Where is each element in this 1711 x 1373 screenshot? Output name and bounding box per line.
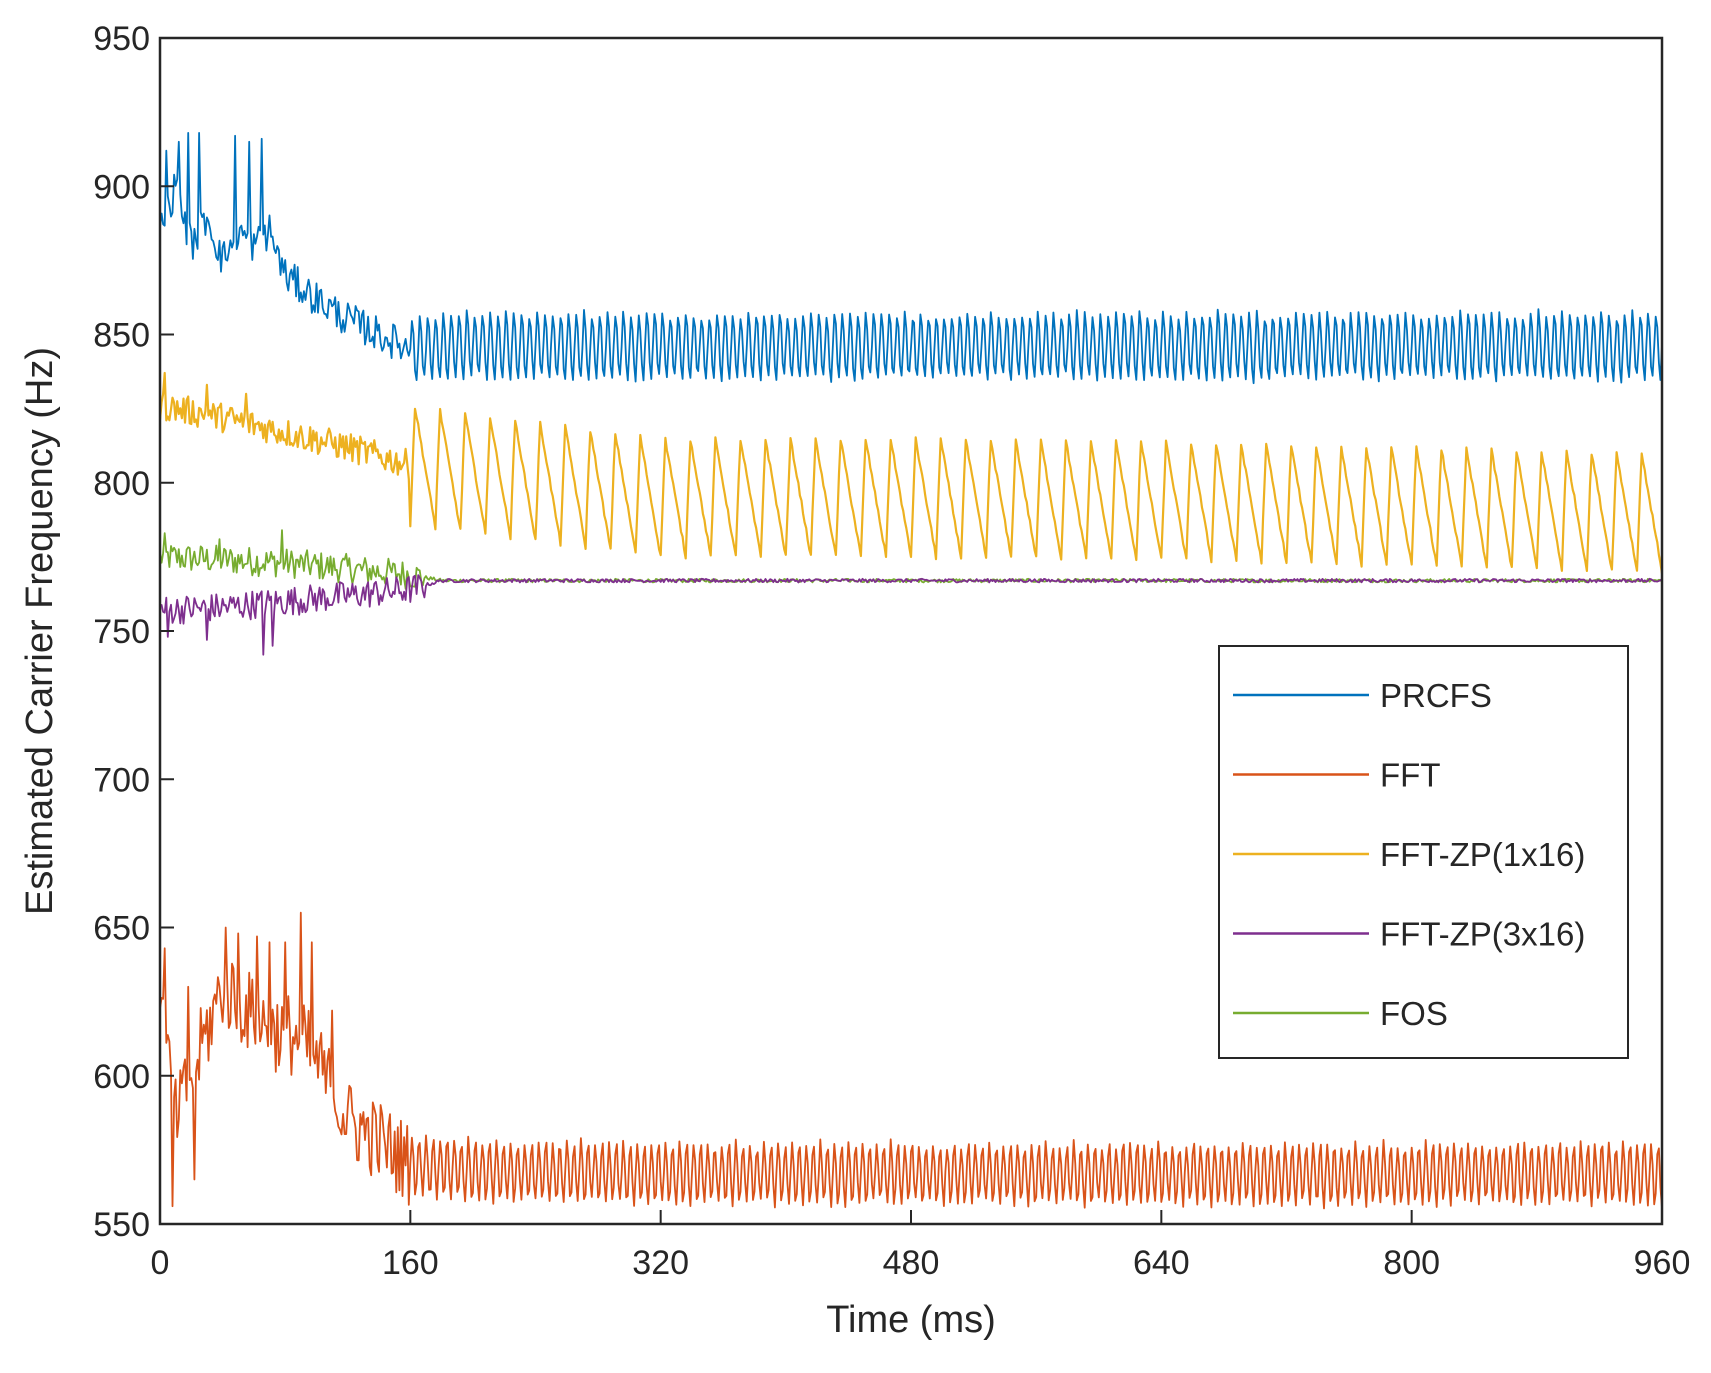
x-tick-label: 320 <box>632 1244 689 1282</box>
legend: PRCFS FFT FFT-ZP(1x16) FFT-ZP(3x16) FOS <box>1218 645 1629 1059</box>
x-axis: 0 160 320 480 640 800 960 <box>151 1210 1691 1282</box>
y-tick-label: 550 <box>93 1206 150 1244</box>
series-line-prcfs <box>159 131 1663 385</box>
x-tick-label: 800 <box>1383 1244 1440 1282</box>
y-tick-label: 950 <box>93 20 150 58</box>
x-tick-label: 960 <box>1634 1244 1691 1282</box>
x-tick-label: 640 <box>1133 1244 1190 1282</box>
series-line-fft-zp-3x16- <box>159 574 1663 656</box>
y-tick-label: 700 <box>93 761 150 799</box>
plot-series-group <box>158 131 1664 1210</box>
legend-label: FFT-ZP(3x16) <box>1380 916 1585 953</box>
legend-box <box>1218 645 1629 1059</box>
y-tick-label: 600 <box>93 1058 150 1096</box>
x-tick-label: 160 <box>382 1244 439 1282</box>
y-tick-label: 750 <box>93 613 150 651</box>
x-axis-title: Time (ms) <box>826 1299 996 1341</box>
legend-label: FFT-ZP(1x16) <box>1380 836 1585 873</box>
legend-label: FFT <box>1380 757 1440 794</box>
y-axis-title: Estimated Carrier Frequency (Hz) <box>19 347 61 915</box>
y-tick-label: 900 <box>93 168 150 206</box>
y-axis: 550 600 650 700 750 800 850 900 950 <box>93 20 174 1244</box>
series-line-fft-zp-1x16- <box>158 371 1664 574</box>
legend-label: PRCFS <box>1380 677 1492 714</box>
series-line-fft <box>159 911 1663 1210</box>
y-tick-label: 800 <box>93 465 150 503</box>
y-tick-label: 650 <box>93 910 150 948</box>
x-tick-label: 0 <box>151 1244 170 1282</box>
y-tick-label: 850 <box>93 317 150 355</box>
x-tick-label: 480 <box>883 1244 940 1282</box>
legend-label: FOS <box>1380 995 1448 1032</box>
